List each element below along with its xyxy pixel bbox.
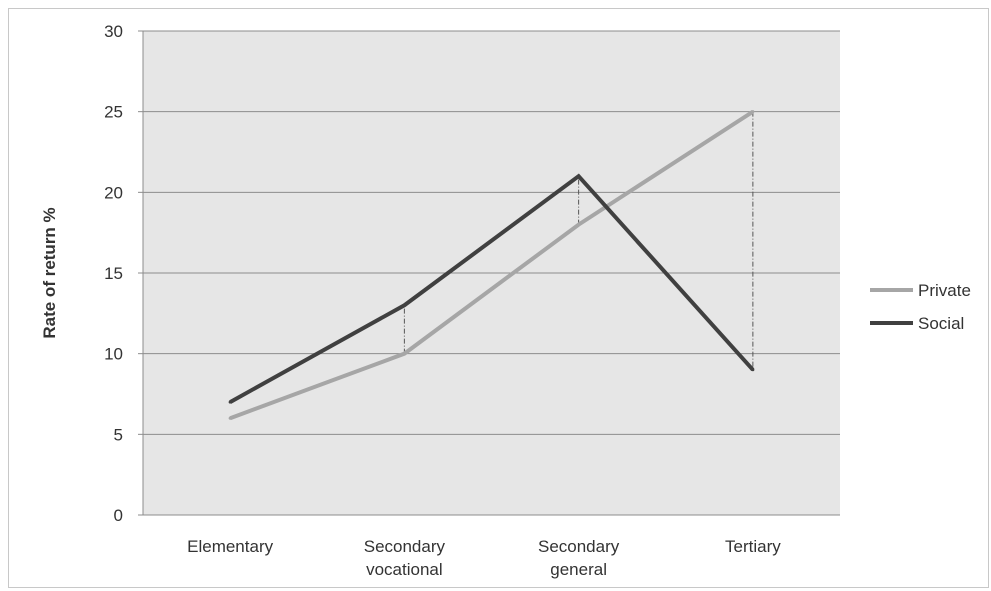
y-tick-label: 5 [114, 425, 123, 444]
y-tick-label: 25 [104, 103, 123, 122]
legend-label: Private [918, 281, 971, 300]
gridlines [143, 30, 840, 435]
drop-lines [403, 111, 754, 370]
legend-label: Social [918, 314, 964, 333]
data-point-private [228, 416, 232, 420]
y-tick-label: 10 [104, 345, 123, 364]
x-category-label: vocational [366, 560, 443, 579]
data-point-private [751, 110, 755, 114]
data-point-private [402, 352, 406, 356]
y-axis-ticks: 0 5 10 15 20 25 30 [104, 22, 143, 525]
y-tick-label: 0 [114, 506, 123, 525]
x-category-label: Secondary [364, 537, 446, 556]
series-lines [228, 109, 755, 421]
data-point-social [228, 400, 232, 404]
y-tick-label: 20 [104, 183, 123, 202]
x-category-label: Tertiary [725, 537, 781, 556]
y-tick-label: 30 [104, 22, 123, 41]
y-axis-title: Rate of return % [40, 207, 59, 338]
data-point-private [577, 223, 581, 227]
data-point-social [402, 303, 406, 307]
x-category-label: general [550, 560, 607, 579]
series-line-social [229, 173, 755, 404]
data-point-social [751, 368, 755, 372]
x-category-label: Secondary [538, 537, 620, 556]
series-line-private [229, 109, 754, 421]
x-axis-ticks: Elementary Secondary vocational Secondary ge… [187, 537, 781, 579]
x-category-label: Elementary [187, 537, 273, 556]
legend: Private Social [870, 281, 971, 333]
y-tick-label: 15 [104, 264, 123, 283]
data-point-social [577, 174, 581, 178]
